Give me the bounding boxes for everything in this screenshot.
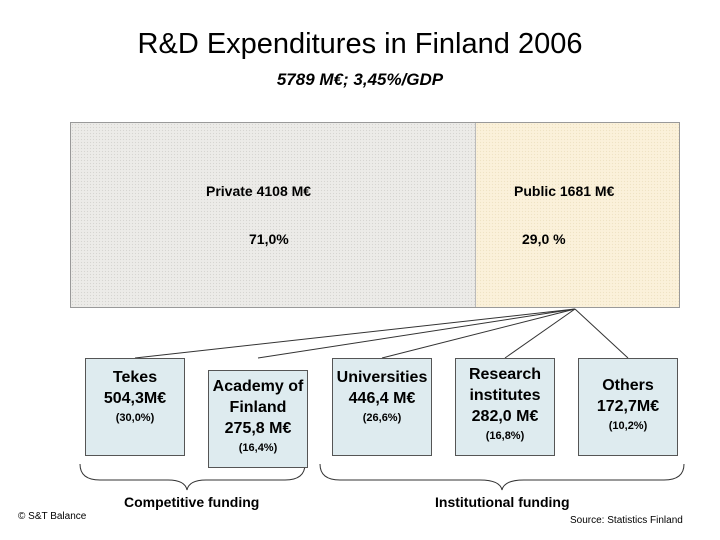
box-line: 282,0 M€ [471, 408, 539, 425]
public-label: Public 1681 M€ [514, 183, 615, 199]
box-percent: (26,6%) [362, 412, 402, 424]
funding-box-tekes: Tekes 504,3M€ (30,0%) [85, 358, 185, 456]
box-line: Universities [336, 369, 428, 386]
connector-line-academy [257, 308, 576, 359]
competitive-funding-label: Competitive funding [124, 494, 260, 510]
connector-line-universities [381, 308, 576, 359]
box-line: 275,8 M€ [224, 420, 292, 437]
box-line: Academy of [212, 378, 304, 395]
box-percent: (30,0%) [115, 412, 155, 424]
competitive-funding-brace [79, 463, 306, 491]
box-line: Research [468, 366, 542, 383]
private-sector-block: Private 4108 M€ 71,0% [71, 123, 475, 307]
total-rd-block: Private 4108 M€ 71,0% Public 1681 M€ 29,… [70, 122, 680, 308]
institutional-funding-label: Institutional funding [435, 494, 570, 510]
connector-line-others [574, 308, 629, 359]
box-line: Tekes [112, 369, 158, 386]
connector-line-tekes [134, 308, 576, 359]
box-line: 446,4 M€ [348, 390, 416, 407]
box-percent: (16,8%) [485, 430, 525, 442]
box-percent: (10,2%) [608, 420, 648, 432]
private-label: Private 4108 M€ [206, 183, 312, 199]
chart-subtitle: 5789 M€; 3,45%/GDP [276, 70, 444, 89]
funding-box-academy-of-finland: Academy of Finland 275,8 M€ (16,4%) [208, 370, 308, 468]
box-line: Finland [229, 399, 287, 416]
private-percent: 71,0% [249, 231, 289, 247]
box-percent: (16,4%) [238, 442, 278, 454]
institutional-funding-brace [319, 463, 685, 491]
connector-line-research [504, 308, 576, 359]
public-sector-block: Public 1681 M€ 29,0 % [475, 123, 679, 307]
copyright-note: © S&T Balance [18, 511, 87, 522]
source-note: Source: Statistics Finland [570, 515, 683, 526]
box-line: Others [602, 377, 654, 394]
public-percent: 29,0 % [522, 231, 566, 247]
funding-box-universities: Universities 446,4 M€ (26,6%) [332, 358, 432, 456]
chart-title: R&D Expenditures in Finland 2006 [137, 28, 583, 60]
funding-box-research-institutes: Research institutes 282,0 M€ (16,8%) [455, 358, 555, 456]
box-line: 504,3M€ [103, 390, 167, 407]
box-line: institutes [469, 387, 541, 404]
box-line: 172,7M€ [596, 398, 660, 415]
funding-box-others: Others 172,7M€ (10,2%) [578, 358, 678, 456]
